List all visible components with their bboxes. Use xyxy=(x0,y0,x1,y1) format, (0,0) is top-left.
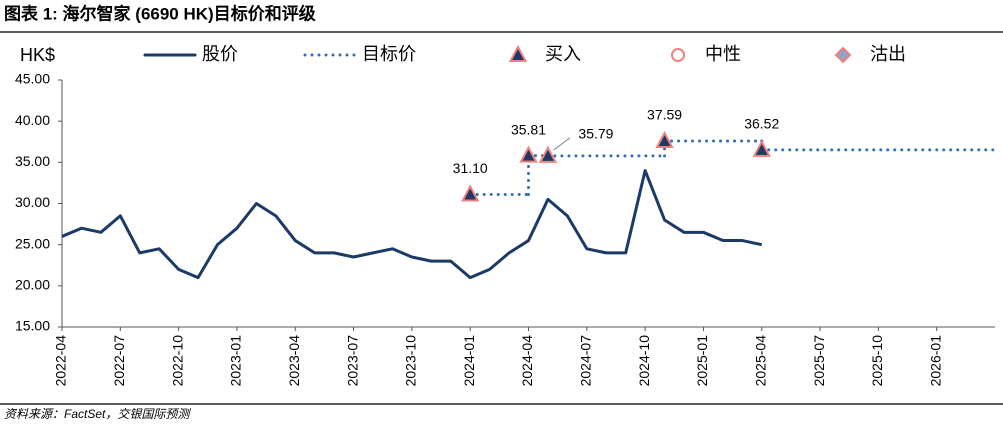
rating-marker xyxy=(538,145,558,163)
rating-marker xyxy=(461,184,480,202)
y-axis-label: HK$ xyxy=(20,45,55,65)
y-tick-label: 20.00 xyxy=(15,277,50,293)
x-tick-label: 2022-10 xyxy=(169,335,185,387)
x-tick-label: 2025-10 xyxy=(869,335,885,387)
y-tick-label: 15.00 xyxy=(15,318,50,334)
x-tick-label: 2024-04 xyxy=(519,335,535,387)
rating-marker xyxy=(655,130,674,149)
legend-label: 沽出 xyxy=(870,44,906,64)
x-tick-label: 2022-07 xyxy=(111,335,127,387)
x-tick-label: 2023-07 xyxy=(344,335,360,387)
price-line xyxy=(61,169,763,280)
y-tick-label: 45.00 xyxy=(15,71,50,87)
x-tick-label: 2026-01 xyxy=(927,335,943,387)
y-tick-label: 35.00 xyxy=(15,153,50,169)
y-tick-label: 40.00 xyxy=(15,112,50,128)
legend-label: 买入 xyxy=(545,44,581,64)
legend-label: 中性 xyxy=(705,44,741,64)
y-tick-label: 25.00 xyxy=(15,235,50,251)
value-label: 36.52 xyxy=(744,116,779,132)
x-tick-label: 2023-01 xyxy=(228,335,244,387)
x-tick-label: 2025-04 xyxy=(752,335,768,387)
chart-title: 图表 1: 海尔智家 (6690 HK)目标价和评级 xyxy=(4,3,316,23)
x-tick-label: 2025-01 xyxy=(694,335,710,387)
label-leader xyxy=(553,137,571,151)
x-tick-label: 2024-10 xyxy=(636,335,652,387)
legend-label: 股价 xyxy=(202,44,238,64)
x-tick-label: 2022-04 xyxy=(53,335,69,387)
y-tick-label: 30.00 xyxy=(15,194,50,210)
x-tick-label: 2024-01 xyxy=(461,335,477,387)
legend-marker xyxy=(834,46,852,64)
value-label: 37.59 xyxy=(647,107,682,123)
x-tick-label: 2023-10 xyxy=(403,335,419,387)
x-tick-label: 2023-04 xyxy=(286,335,302,387)
source: 资料来源：FactSet，交银国际预测 xyxy=(4,407,191,421)
value-label: 35.81 xyxy=(511,121,546,137)
x-tick-label: 2024-07 xyxy=(578,335,594,387)
legend-marker xyxy=(508,44,528,62)
x-tick-label: 2025-07 xyxy=(811,335,827,387)
rating-marker xyxy=(519,145,538,163)
value-label: 35.79 xyxy=(578,126,613,142)
value-label: 31.10 xyxy=(453,160,488,176)
rating-marker xyxy=(752,139,771,157)
legend-marker xyxy=(671,48,685,62)
legend-label: 目标价 xyxy=(362,44,416,64)
